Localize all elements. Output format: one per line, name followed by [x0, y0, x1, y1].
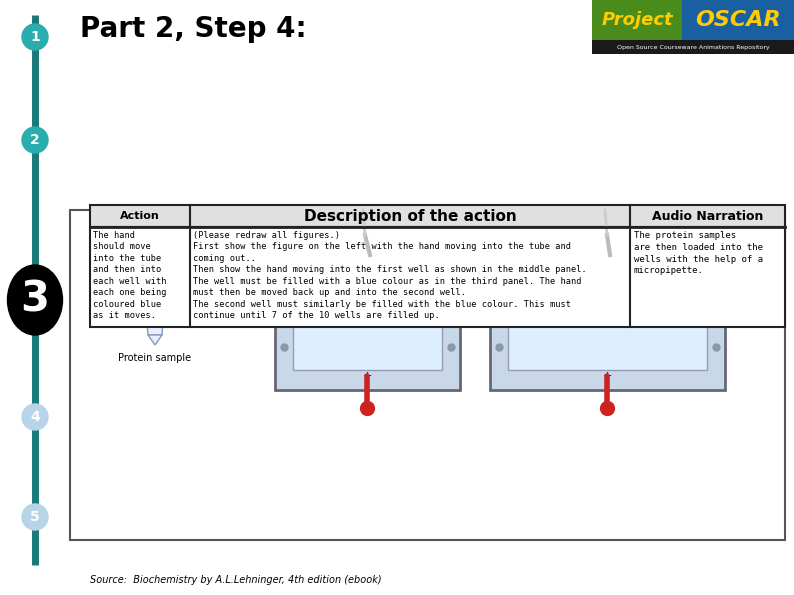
FancyBboxPatch shape [592, 0, 682, 40]
FancyBboxPatch shape [549, 263, 566, 275]
FancyBboxPatch shape [512, 263, 530, 275]
FancyBboxPatch shape [293, 250, 442, 275]
Text: +: + [362, 371, 372, 381]
Text: (Please redraw all figures.)
First show the figure on the left with the hand mov: (Please redraw all figures.) First show … [193, 231, 587, 320]
Text: OSCAR: OSCAR [696, 10, 781, 30]
Text: 2: 2 [30, 133, 40, 147]
FancyBboxPatch shape [682, 0, 794, 40]
FancyBboxPatch shape [585, 263, 603, 275]
FancyBboxPatch shape [530, 263, 548, 275]
Text: The hand
should move
into the tube
and then into
each well with
each one being
c: The hand should move into the tube and t… [93, 231, 167, 320]
FancyBboxPatch shape [417, 263, 429, 275]
Text: Audio Narration: Audio Narration [652, 209, 763, 223]
FancyBboxPatch shape [293, 275, 442, 370]
FancyBboxPatch shape [337, 263, 349, 275]
Text: Part 2, Step 4:: Part 2, Step 4: [80, 15, 306, 43]
FancyBboxPatch shape [70, 210, 785, 540]
Text: Protein sample: Protein sample [118, 353, 191, 363]
FancyBboxPatch shape [90, 205, 785, 227]
FancyBboxPatch shape [508, 275, 707, 370]
Polygon shape [146, 295, 164, 325]
FancyBboxPatch shape [364, 263, 376, 275]
Ellipse shape [22, 24, 48, 50]
Ellipse shape [22, 127, 48, 153]
Text: +: + [603, 371, 611, 381]
FancyBboxPatch shape [603, 263, 621, 275]
FancyBboxPatch shape [377, 263, 389, 275]
FancyBboxPatch shape [350, 263, 363, 275]
Text: Source:  Biochemistry by A.L.Lehninger, 4th edition (ebook): Source: Biochemistry by A.L.Lehninger, 4… [90, 575, 382, 585]
Text: Project: Project [601, 11, 673, 29]
Ellipse shape [7, 265, 63, 335]
FancyBboxPatch shape [658, 263, 676, 275]
Text: 5: 5 [30, 510, 40, 524]
FancyBboxPatch shape [640, 263, 657, 275]
Text: 4: 4 [30, 410, 40, 424]
FancyBboxPatch shape [490, 245, 725, 390]
Ellipse shape [22, 504, 48, 530]
FancyBboxPatch shape [508, 250, 707, 275]
FancyBboxPatch shape [676, 263, 694, 275]
FancyBboxPatch shape [310, 263, 322, 275]
Ellipse shape [22, 404, 48, 430]
FancyBboxPatch shape [567, 263, 584, 275]
Polygon shape [148, 335, 162, 345]
FancyBboxPatch shape [622, 263, 639, 275]
Text: 1: 1 [30, 30, 40, 44]
Polygon shape [145, 295, 165, 335]
Text: Action: Action [120, 211, 160, 221]
Text: 3: 3 [21, 279, 49, 321]
Text: The protein samples
are then loaded into the
wells with the help of a
micropipet: The protein samples are then loaded into… [634, 231, 763, 275]
FancyBboxPatch shape [390, 263, 403, 275]
Text: Open Source Courseware Animations Repository: Open Source Courseware Animations Reposi… [617, 45, 769, 49]
FancyBboxPatch shape [592, 40, 794, 54]
FancyBboxPatch shape [275, 245, 460, 390]
FancyBboxPatch shape [90, 227, 785, 327]
FancyBboxPatch shape [297, 263, 310, 275]
Text: Description of the action: Description of the action [303, 208, 516, 224]
FancyBboxPatch shape [403, 263, 416, 275]
Text: Sample loading: Sample loading [373, 215, 482, 228]
FancyBboxPatch shape [324, 263, 336, 275]
